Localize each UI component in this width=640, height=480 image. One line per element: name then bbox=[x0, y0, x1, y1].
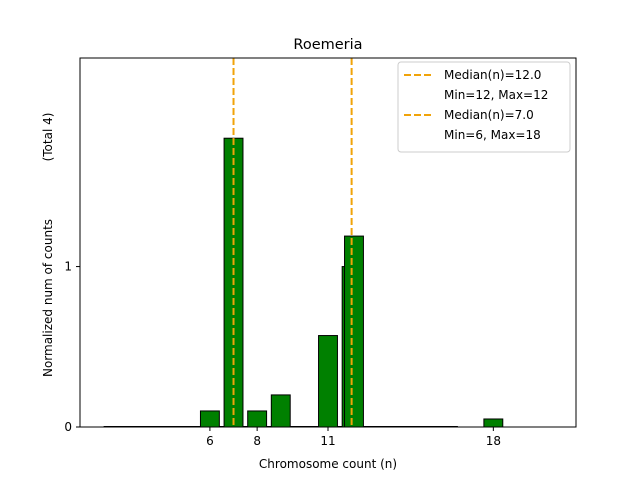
legend-range-label-2: Min=6, Max=18 bbox=[444, 128, 541, 142]
y-axis-total-note: (Total 4) bbox=[41, 113, 55, 162]
y-tick-label-1: 1 bbox=[64, 260, 72, 274]
bar-n11 bbox=[318, 335, 338, 428]
y-tick-label-0: 0 bbox=[64, 420, 72, 434]
bar-n6 bbox=[199, 410, 220, 428]
legend-median-label-2: Median(n)=7.0 bbox=[444, 108, 534, 122]
bar-n12-1 bbox=[344, 235, 364, 428]
bar-n8 bbox=[247, 410, 268, 428]
plot-area: 6 8 11 18 0 1 bbox=[64, 57, 577, 448]
legend-median-label-1: Median(n)=12.0 bbox=[444, 68, 541, 82]
y-axis-label: Normalized num of counts bbox=[41, 219, 55, 377]
bar-n9 bbox=[270, 394, 291, 428]
x-tick-label-18: 18 bbox=[486, 434, 501, 448]
chart-title: Roemeria bbox=[293, 37, 362, 53]
x-tick-label-11: 11 bbox=[320, 434, 335, 448]
x-axis-label: Chromosome count (n) bbox=[259, 457, 397, 471]
legend-range-label-1: Min=12, Max=12 bbox=[444, 88, 548, 102]
legend-frame bbox=[397, 61, 571, 153]
bar-n18 bbox=[483, 418, 504, 428]
x-tick-label-6: 6 bbox=[206, 434, 214, 448]
x-tick-label-8: 8 bbox=[253, 434, 261, 448]
legend: Median(n)=12.0 Min=12, Max=12 Median(n)=7.… bbox=[397, 61, 571, 153]
